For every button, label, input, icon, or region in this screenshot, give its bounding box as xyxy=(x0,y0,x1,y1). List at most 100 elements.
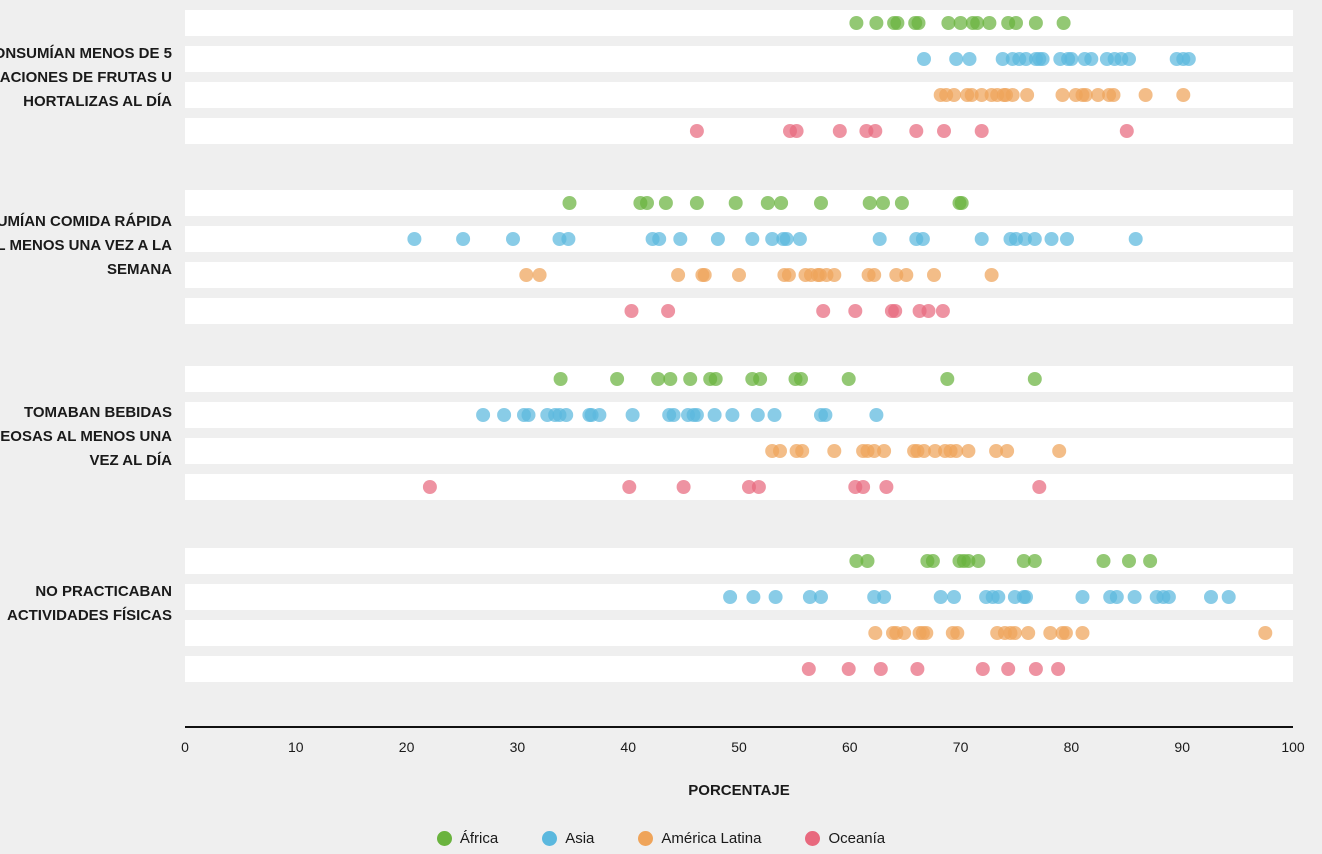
data-point xyxy=(940,372,955,386)
data-point xyxy=(816,304,831,318)
data-point xyxy=(1000,444,1015,458)
data-point xyxy=(974,232,989,246)
data-point xyxy=(753,372,768,386)
data-point xyxy=(1181,52,1196,66)
data-point xyxy=(873,662,888,676)
data-point xyxy=(774,196,789,210)
data-point xyxy=(1161,590,1176,604)
data-point xyxy=(849,16,864,30)
legend-swatch xyxy=(638,831,654,846)
data-point xyxy=(949,444,964,458)
data-point xyxy=(927,268,941,282)
data-point xyxy=(971,554,986,568)
data-point xyxy=(1001,662,1016,676)
x-tick-label: 60 xyxy=(842,739,858,755)
data-point xyxy=(949,52,964,66)
data-point xyxy=(1127,590,1142,604)
legend-item[interactable]: América Latina xyxy=(638,830,761,847)
legend-swatch xyxy=(542,831,558,846)
category-label: CONSUMÍAN COMIDA RÁPIDA AL MENOS UNA VEZ… xyxy=(0,213,172,278)
data-point xyxy=(995,52,1010,66)
data-point xyxy=(1043,626,1058,640)
data-point xyxy=(661,304,676,318)
x-tick-label: 30 xyxy=(510,739,526,755)
data-point xyxy=(1005,88,1020,102)
data-point xyxy=(925,554,940,568)
x-axis-label: PORCENTAJE xyxy=(688,782,789,799)
data-point xyxy=(1027,372,1042,386)
data-point xyxy=(814,196,828,210)
data-point xyxy=(651,372,666,386)
data-point xyxy=(676,480,691,494)
data-point xyxy=(407,232,422,246)
x-tick-label: 20 xyxy=(399,739,415,755)
data-point xyxy=(1058,626,1073,640)
data-point xyxy=(789,124,804,138)
data-point xyxy=(1009,16,1023,30)
data-point xyxy=(689,408,704,422)
data-point xyxy=(422,480,437,494)
row-stripe xyxy=(185,620,1293,646)
data-point xyxy=(1016,554,1031,568)
x-tick-label: 0 xyxy=(181,739,189,755)
row-stripe xyxy=(185,82,1293,108)
data-point xyxy=(689,196,704,210)
data-point xyxy=(1138,88,1153,102)
data-point xyxy=(802,590,817,604)
data-point xyxy=(532,268,547,282)
data-point xyxy=(742,480,756,494)
data-point xyxy=(767,408,782,422)
data-point xyxy=(779,232,794,246)
data-point xyxy=(933,590,948,604)
data-point xyxy=(519,268,534,282)
data-point xyxy=(888,304,903,318)
data-point xyxy=(1027,554,1042,568)
data-point xyxy=(849,554,864,568)
category-label: NO PRACTICABAN ACTIVIDADES FÍSICAS xyxy=(6,583,172,624)
data-point xyxy=(1017,232,1032,246)
legend-label: Asia xyxy=(565,830,595,847)
row-stripe xyxy=(185,298,1293,324)
data-point xyxy=(889,268,904,282)
data-point xyxy=(868,124,883,138)
data-point xyxy=(732,268,746,282)
data-point xyxy=(671,268,686,282)
data-point xyxy=(592,408,607,422)
data-point xyxy=(652,232,667,246)
data-point xyxy=(673,232,688,246)
data-point xyxy=(877,590,892,604)
data-point xyxy=(1075,626,1090,640)
data-point xyxy=(860,554,875,568)
legend-label: África xyxy=(459,830,499,847)
data-point xyxy=(1078,88,1093,102)
data-point xyxy=(707,408,722,422)
data-point xyxy=(909,124,924,138)
x-tick-label: 80 xyxy=(1064,739,1080,755)
data-point xyxy=(877,444,892,458)
row-stripe xyxy=(185,226,1293,252)
data-point xyxy=(1056,16,1071,30)
data-point xyxy=(917,444,931,458)
data-point xyxy=(622,480,637,494)
data-point xyxy=(801,662,816,676)
row-stripe xyxy=(185,10,1293,36)
legend-item[interactable]: África xyxy=(436,830,499,847)
data-point xyxy=(1119,124,1134,138)
data-point xyxy=(867,590,882,604)
data-point xyxy=(1020,88,1035,102)
data-point xyxy=(935,304,950,318)
data-point xyxy=(1258,626,1273,640)
data-point xyxy=(1109,590,1124,604)
row-stripe xyxy=(185,118,1293,144)
data-point xyxy=(975,662,990,676)
data-point xyxy=(982,16,997,30)
data-point xyxy=(728,196,743,210)
data-point xyxy=(974,124,989,138)
legend-item[interactable]: Asia xyxy=(542,830,594,847)
data-point xyxy=(773,444,787,458)
data-point xyxy=(937,124,951,138)
data-point xyxy=(869,16,884,30)
x-tick-label: 50 xyxy=(731,739,747,755)
legend-item[interactable]: Oceanía xyxy=(805,830,885,847)
data-point xyxy=(751,480,766,494)
